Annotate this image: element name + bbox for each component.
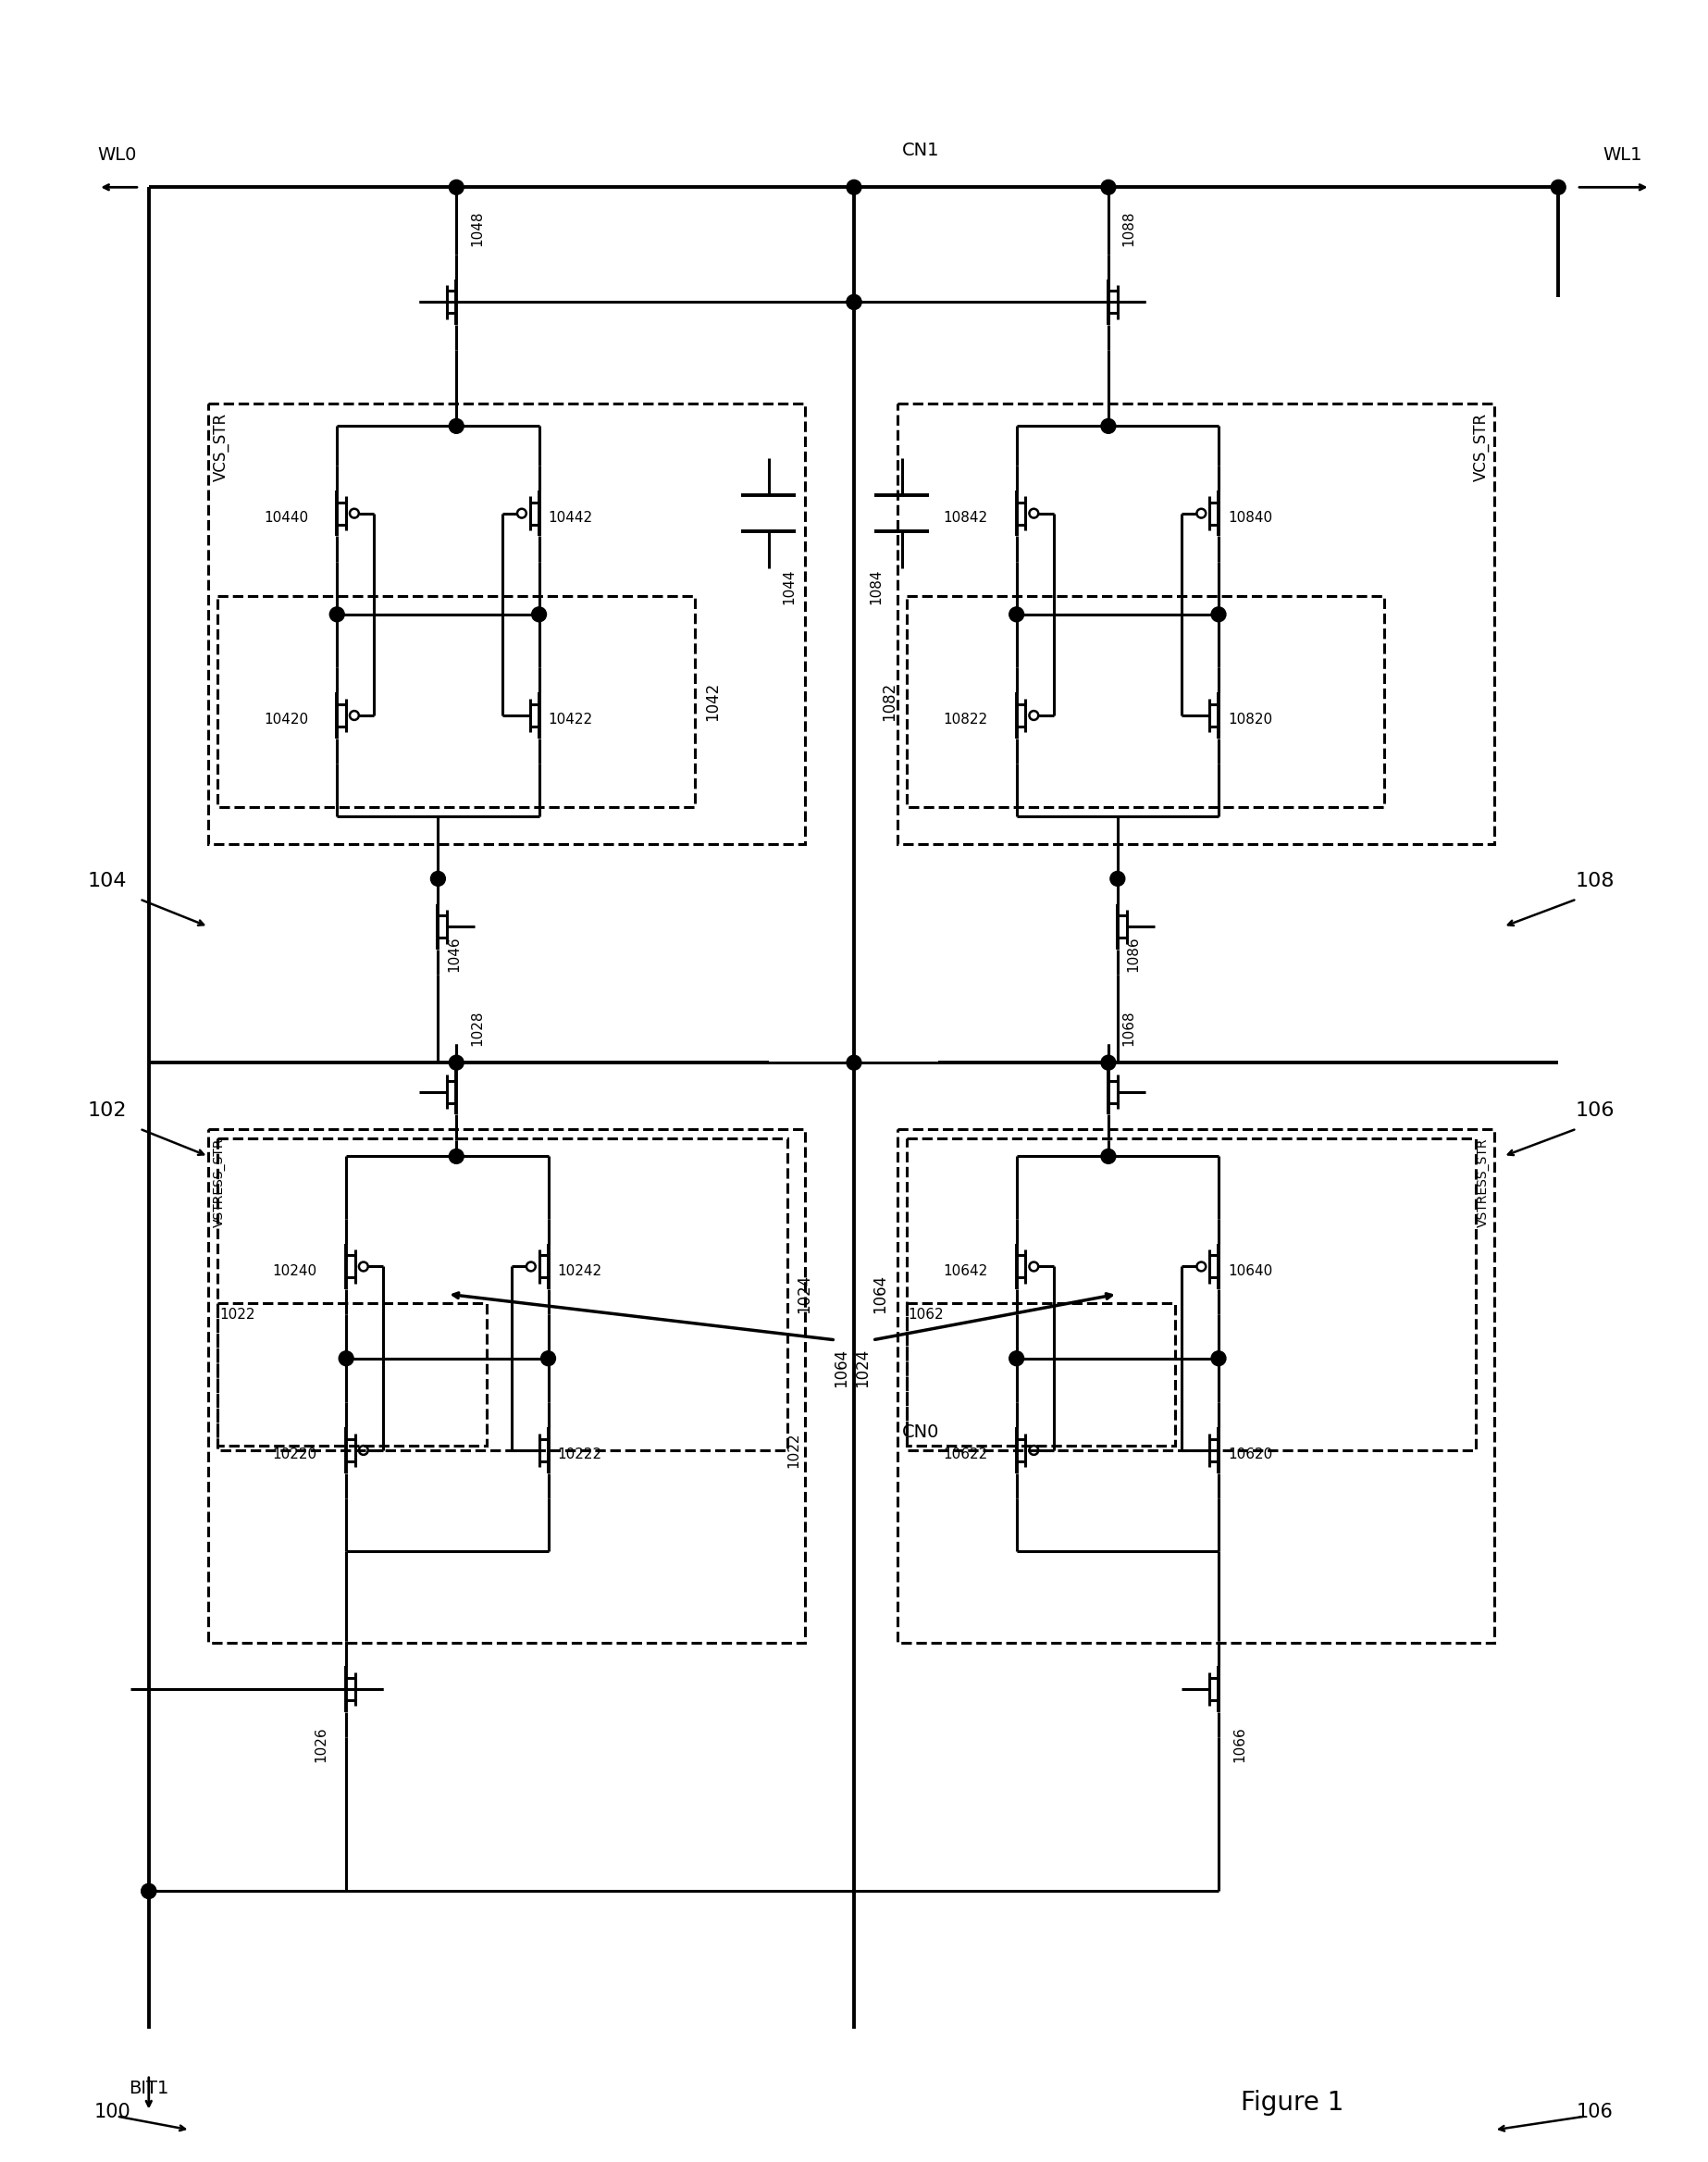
Text: 1068: 1068 — [1122, 1010, 1136, 1046]
Circle shape — [531, 608, 547, 623]
Text: WL0: WL0 — [97, 147, 137, 164]
Text: VSTRESS_STR: VSTRESS_STR — [214, 1137, 225, 1228]
Circle shape — [847, 294, 861, 309]
Text: 1064: 1064 — [834, 1349, 849, 1388]
Circle shape — [1211, 1351, 1226, 1366]
Text: 1024: 1024 — [796, 1276, 813, 1314]
Text: 1066: 1066 — [1233, 1725, 1247, 1762]
Text: 1022: 1022 — [787, 1433, 801, 1468]
Bar — [907, 1137, 1476, 1451]
Circle shape — [1551, 179, 1566, 195]
Circle shape — [1102, 179, 1115, 195]
Text: Figure 1: Figure 1 — [1240, 2088, 1344, 2114]
Text: 104: 104 — [87, 871, 126, 891]
Text: 106: 106 — [1576, 2101, 1614, 2121]
Text: VCS_STR: VCS_STR — [1472, 413, 1489, 480]
Text: 10242: 10242 — [557, 1265, 601, 1278]
Text: 10822: 10822 — [943, 713, 987, 726]
Text: 10420: 10420 — [263, 713, 307, 726]
Text: 1082: 1082 — [881, 681, 897, 722]
Circle shape — [1102, 1055, 1115, 1070]
Text: WL1: WL1 — [1602, 147, 1643, 164]
Text: 1084: 1084 — [869, 569, 883, 605]
Circle shape — [1211, 608, 1226, 623]
Bar — [217, 1137, 787, 1451]
Circle shape — [847, 294, 861, 309]
Text: 10220: 10220 — [273, 1449, 318, 1462]
Bar — [907, 597, 1383, 806]
Circle shape — [847, 179, 861, 195]
Text: VSTRESS_STR: VSTRESS_STR — [1476, 1137, 1489, 1228]
Text: 10240: 10240 — [273, 1265, 318, 1278]
Text: 10440: 10440 — [263, 510, 307, 525]
Circle shape — [449, 1148, 465, 1163]
Text: CN1: CN1 — [902, 143, 939, 160]
Text: 1022: 1022 — [219, 1308, 254, 1321]
Circle shape — [1110, 871, 1126, 886]
Text: CN0: CN0 — [902, 1423, 939, 1440]
Text: 10422: 10422 — [548, 713, 593, 726]
Text: 1088: 1088 — [1122, 210, 1136, 246]
Bar — [897, 402, 1494, 843]
Text: 1048: 1048 — [470, 210, 483, 246]
Text: 10820: 10820 — [1228, 713, 1272, 726]
Text: 108: 108 — [1575, 871, 1614, 891]
Circle shape — [330, 608, 345, 623]
Text: 102: 102 — [87, 1100, 126, 1120]
Bar — [217, 1304, 487, 1446]
Text: 10620: 10620 — [1228, 1449, 1272, 1462]
Text: 10640: 10640 — [1228, 1265, 1272, 1278]
Circle shape — [430, 871, 446, 886]
Bar — [208, 402, 806, 843]
Text: BIT1: BIT1 — [128, 2080, 169, 2097]
Circle shape — [541, 1351, 555, 1366]
Circle shape — [142, 1883, 155, 1898]
Circle shape — [338, 1351, 354, 1366]
Bar — [907, 1304, 1175, 1446]
Text: 10642: 10642 — [943, 1265, 987, 1278]
Circle shape — [1102, 1148, 1115, 1163]
Circle shape — [847, 1055, 861, 1070]
Text: 1046: 1046 — [447, 936, 461, 973]
Circle shape — [1102, 419, 1115, 432]
Text: 1086: 1086 — [1127, 936, 1141, 973]
Text: 1028: 1028 — [470, 1010, 483, 1046]
Text: 10222: 10222 — [557, 1449, 601, 1462]
Circle shape — [449, 419, 465, 432]
Bar — [897, 1129, 1494, 1643]
Circle shape — [1009, 1351, 1023, 1366]
Circle shape — [1009, 608, 1023, 623]
Text: 1064: 1064 — [871, 1276, 888, 1314]
Text: 1042: 1042 — [704, 681, 721, 722]
Text: 100: 100 — [94, 2101, 130, 2121]
Circle shape — [142, 1883, 155, 1898]
Text: 1044: 1044 — [782, 569, 796, 605]
Text: 10840: 10840 — [1228, 510, 1272, 525]
Text: 106: 106 — [1575, 1100, 1614, 1120]
Text: 1062: 1062 — [909, 1308, 945, 1321]
Text: 1026: 1026 — [314, 1725, 328, 1762]
Text: 1024: 1024 — [854, 1349, 871, 1388]
Circle shape — [449, 179, 465, 195]
Text: 10842: 10842 — [943, 510, 987, 525]
Circle shape — [449, 1055, 465, 1070]
Text: VCS_STR: VCS_STR — [214, 413, 229, 480]
Bar — [208, 1129, 806, 1643]
Text: 10442: 10442 — [548, 510, 593, 525]
Bar — [217, 597, 695, 806]
Text: 10622: 10622 — [943, 1449, 987, 1462]
